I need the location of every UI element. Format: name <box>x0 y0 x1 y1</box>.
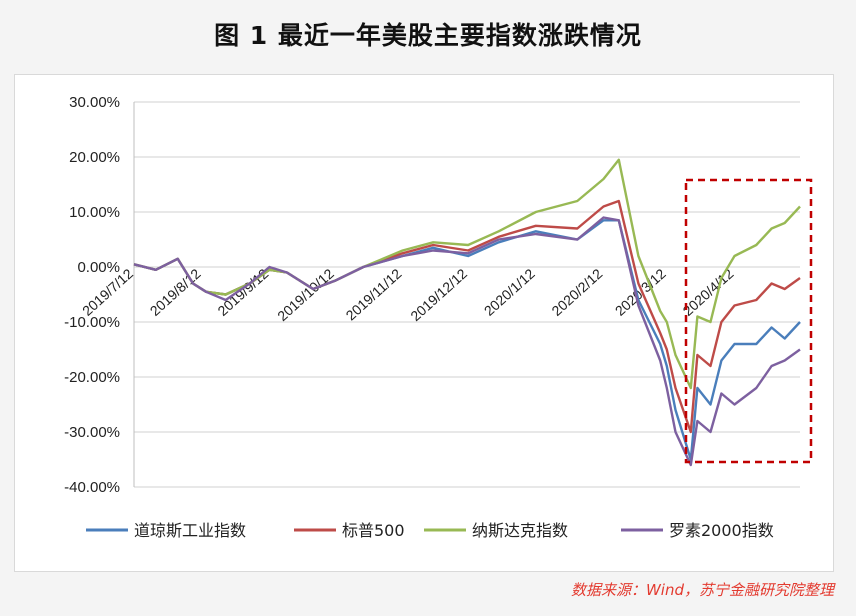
y-tick-label: 10.00% <box>69 204 120 221</box>
series-line-russell <box>133 216 801 467</box>
x-tick-label: 2020/4/12 <box>679 265 736 319</box>
x-tick-label: 2019/10/12 <box>274 265 337 324</box>
x-tick-label: 2019/12/12 <box>407 265 470 324</box>
x-tick-label: 2019/11/12 <box>343 265 405 323</box>
source-note: 数据来源：Wind，苏宁金融研究院整理 <box>570 581 834 599</box>
x-tick-label: 2019/8/12 <box>147 265 204 319</box>
legend-label-dow: 道琼斯工业指数 <box>134 521 246 540</box>
legend-label-russell: 罗素2000指数 <box>669 521 774 540</box>
y-tick-label: -40.00% <box>64 479 120 496</box>
x-tick-label: 2020/2/12 <box>548 265 605 319</box>
y-tick-label: -20.00% <box>64 369 120 386</box>
y-tick-label: -30.00% <box>64 424 120 441</box>
series-line-nasdaq <box>133 158 801 390</box>
legend-label-nasdaq: 纳斯达克指数 <box>472 521 568 540</box>
x-tick-label: 2020/1/12 <box>481 265 538 319</box>
chart-title: 图 1 最近一年美股主要指数涨跌情况 <box>214 21 642 50</box>
y-tick-label: -10.00% <box>64 314 120 331</box>
legend-label-sp500: 标普500 <box>342 521 405 540</box>
y-tick-label: 30.00% <box>69 94 120 111</box>
highlight-box <box>684 178 813 464</box>
y-tick-label: 0.00% <box>77 259 120 276</box>
y-tick-label: 20.00% <box>69 149 120 166</box>
